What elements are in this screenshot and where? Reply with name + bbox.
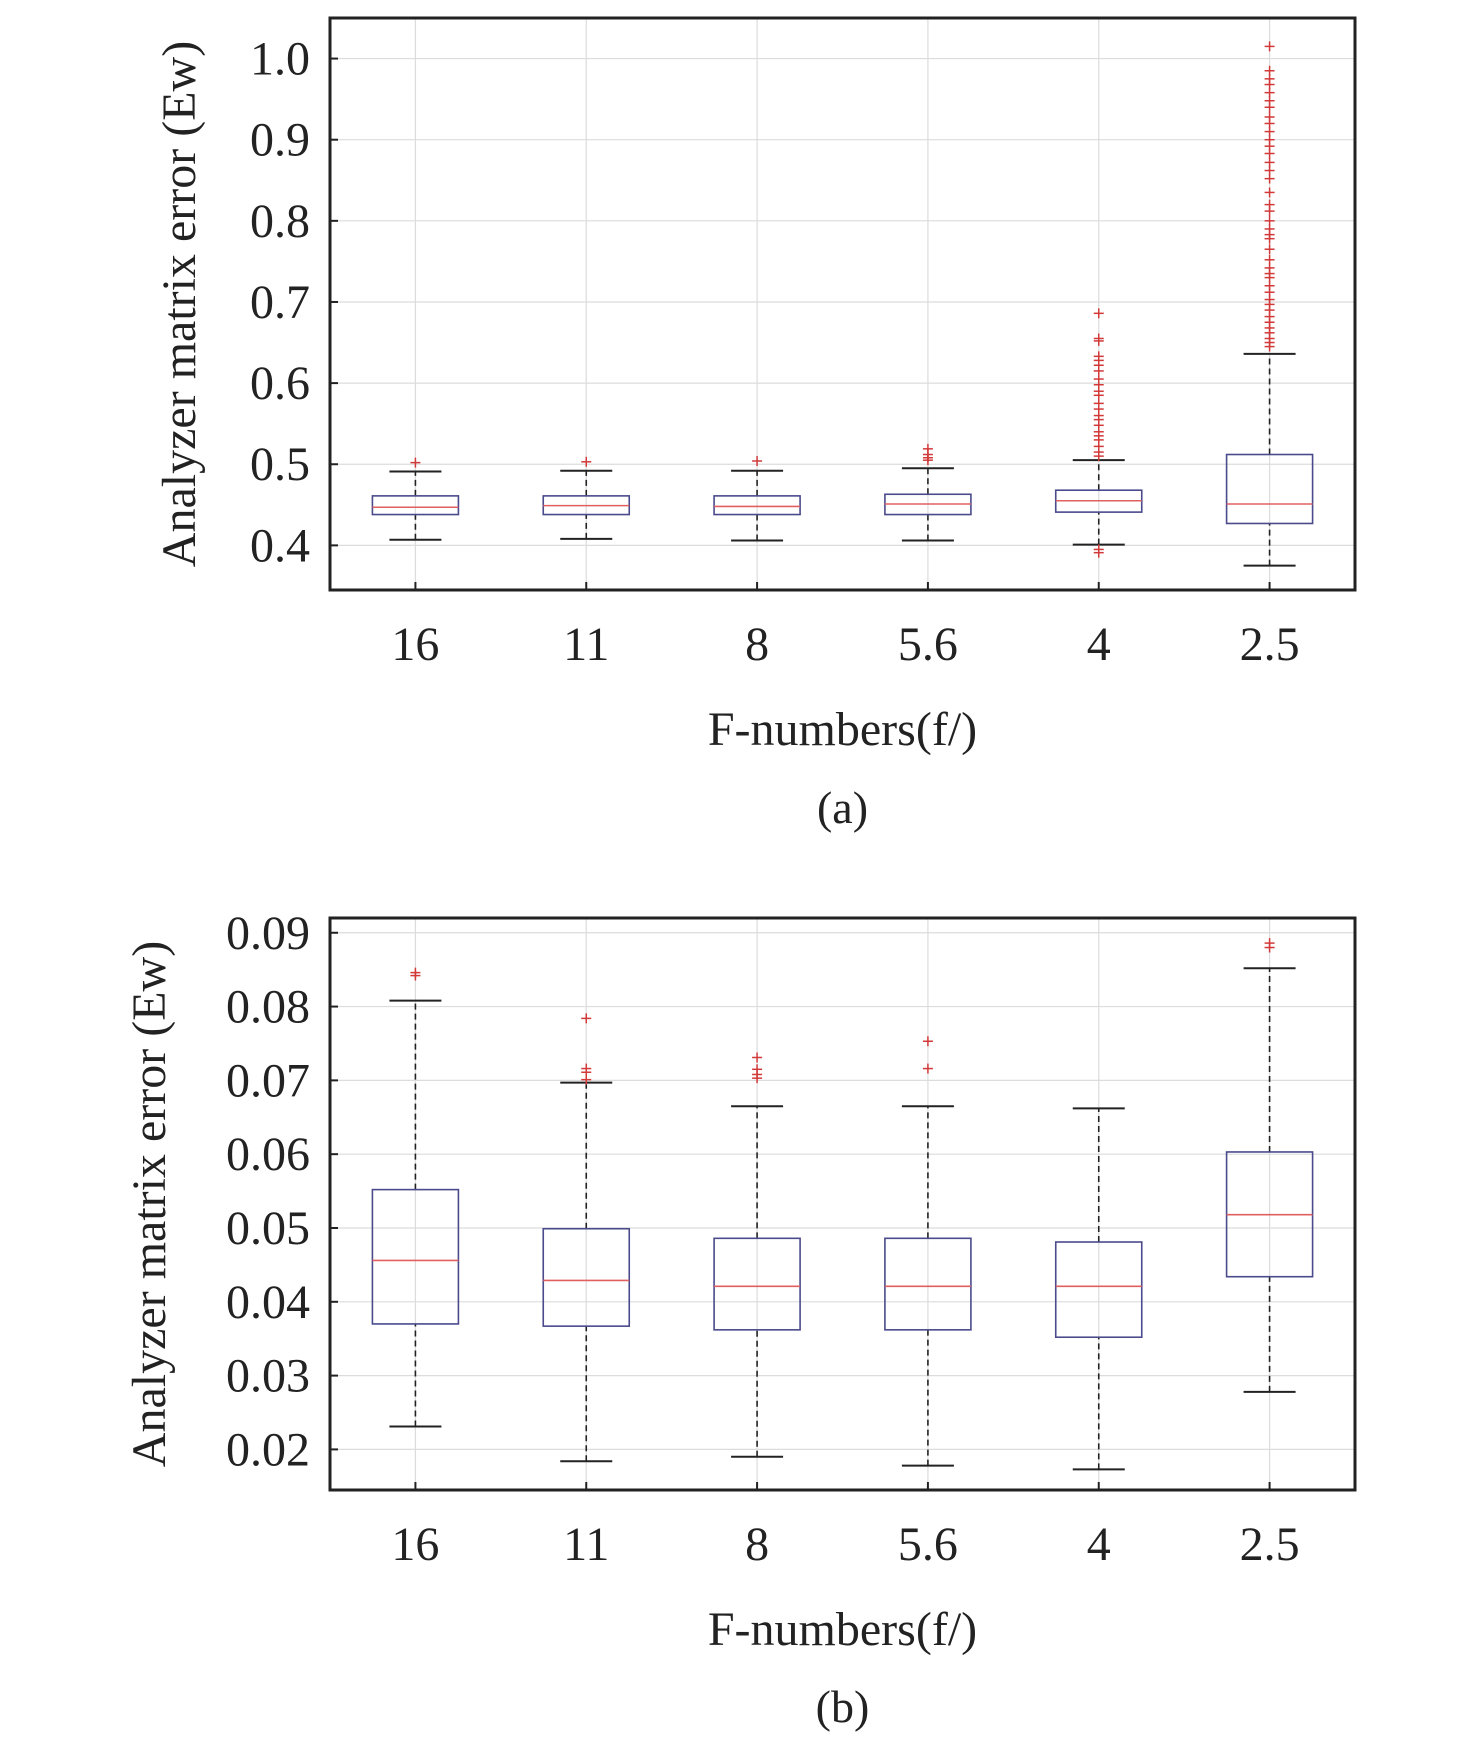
panel-b: 0.02 0.03 0.04 0.05 0.06 0.07 0.08 0.09 16 11 8 5.6… xyxy=(123,907,1357,1732)
box-group-2_5 xyxy=(1225,41,1314,567)
iqr-box xyxy=(884,1237,972,1331)
y-tick-label: 0.04 xyxy=(226,1276,310,1329)
outlier-marker xyxy=(752,1064,763,1075)
outlier-marker xyxy=(581,1063,592,1074)
iqr-box xyxy=(371,495,460,516)
box-group-16 xyxy=(371,457,460,541)
outlier-marker xyxy=(1264,938,1275,949)
x-axis-label: F-numbers(f/) xyxy=(708,1603,977,1656)
outlier-marker xyxy=(752,1052,763,1063)
x-axis-label: F-numbers(f/) xyxy=(708,703,977,756)
y-tick-label: 0.07 xyxy=(226,1054,310,1107)
outlier-marker xyxy=(922,443,933,454)
outlier-marker xyxy=(1264,41,1275,52)
iqr-box xyxy=(713,1237,801,1331)
y-tick-label: 0.4 xyxy=(250,519,310,572)
box-group-11 xyxy=(542,1013,631,1463)
x-tick-label: 8 xyxy=(745,618,769,671)
panel-label: (a) xyxy=(817,782,868,833)
y-axis-label: Analyzer matrix error (Ew) xyxy=(123,941,176,1467)
outlier-marker xyxy=(1093,351,1104,362)
outlier-marker xyxy=(410,457,421,468)
y-tick-label: 0.6 xyxy=(250,357,310,410)
y-tick-label: 0.9 xyxy=(250,114,310,167)
box-group-5_6 xyxy=(884,1036,972,1467)
panel-label: (b) xyxy=(816,1681,870,1732)
box-group-2_5 xyxy=(1225,938,1314,1393)
outlier-marker xyxy=(410,967,421,978)
outlier-marker xyxy=(1093,308,1104,319)
iqr-box xyxy=(1225,453,1314,525)
outlier-marker xyxy=(1264,157,1275,168)
x-tick-label: 5.6 xyxy=(898,618,958,671)
y-tick-label: 0.09 xyxy=(226,907,310,960)
outlier-marker xyxy=(1093,333,1104,344)
box-group-11 xyxy=(542,456,631,540)
box-group-5_6 xyxy=(884,443,972,542)
y-axis-label: Analyzer matrix error (Ew) xyxy=(153,41,206,567)
outlier-marker xyxy=(1264,187,1275,198)
outlier-marker xyxy=(752,455,763,466)
y-tick-label: 0.05 xyxy=(226,1202,310,1255)
x-tick-label: 4 xyxy=(1087,1518,1111,1571)
outlier-marker xyxy=(1093,544,1104,555)
outlier-marker xyxy=(581,1013,592,1024)
outlier-marker xyxy=(922,1063,933,1074)
plot-frame xyxy=(328,916,1357,1492)
y-tick-label: 0.7 xyxy=(250,276,310,329)
box-group-8 xyxy=(713,455,801,542)
x-tick-label: 16 xyxy=(391,1518,439,1571)
outlier-marker xyxy=(1264,215,1275,226)
x-tick-label: 4 xyxy=(1087,618,1111,671)
plot-frame xyxy=(328,16,1357,592)
y-tick-label: 0.8 xyxy=(250,195,310,248)
x-tick-label: 5.6 xyxy=(898,1518,958,1571)
x-tick-label: 16 xyxy=(391,618,439,671)
box-group-8 xyxy=(713,1052,801,1458)
outlier-marker xyxy=(922,1036,933,1047)
outlier-marker xyxy=(1264,254,1275,265)
y-tick-label: 0.08 xyxy=(226,981,310,1034)
y-tick-label: 0.03 xyxy=(226,1350,310,1403)
x-tick-label: 2.5 xyxy=(1240,1518,1300,1571)
y-tick-label: 0.02 xyxy=(226,1423,310,1476)
y-tick-label: 0.5 xyxy=(250,438,310,491)
y-tick-label: 0.06 xyxy=(226,1128,310,1181)
outlier-marker xyxy=(1264,199,1275,210)
outlier-marker xyxy=(1264,111,1275,122)
iqr-box xyxy=(1054,1241,1143,1339)
iqr-box xyxy=(542,1227,631,1327)
box-group-16 xyxy=(371,967,460,1428)
outlier-marker xyxy=(1264,65,1275,76)
x-tick-label: 11 xyxy=(563,618,609,671)
box-group-4 xyxy=(1054,308,1143,558)
panel-a: 0.4 0.5 0.6 0.7 0.8 0.9 1.0 16 11 8 5.6 4 2.5 F-numbe… xyxy=(153,16,1357,833)
box-group-4 xyxy=(1054,1107,1143,1471)
x-tick-label: 8 xyxy=(745,1518,769,1571)
iqr-box xyxy=(371,1188,460,1325)
iqr-box xyxy=(713,495,801,516)
outlier-marker xyxy=(581,456,592,467)
y-tick-label: 1.0 xyxy=(250,33,310,86)
x-tick-label: 2.5 xyxy=(1240,618,1300,671)
x-tick-label: 11 xyxy=(563,1518,609,1571)
outlier-marker xyxy=(1264,244,1275,255)
